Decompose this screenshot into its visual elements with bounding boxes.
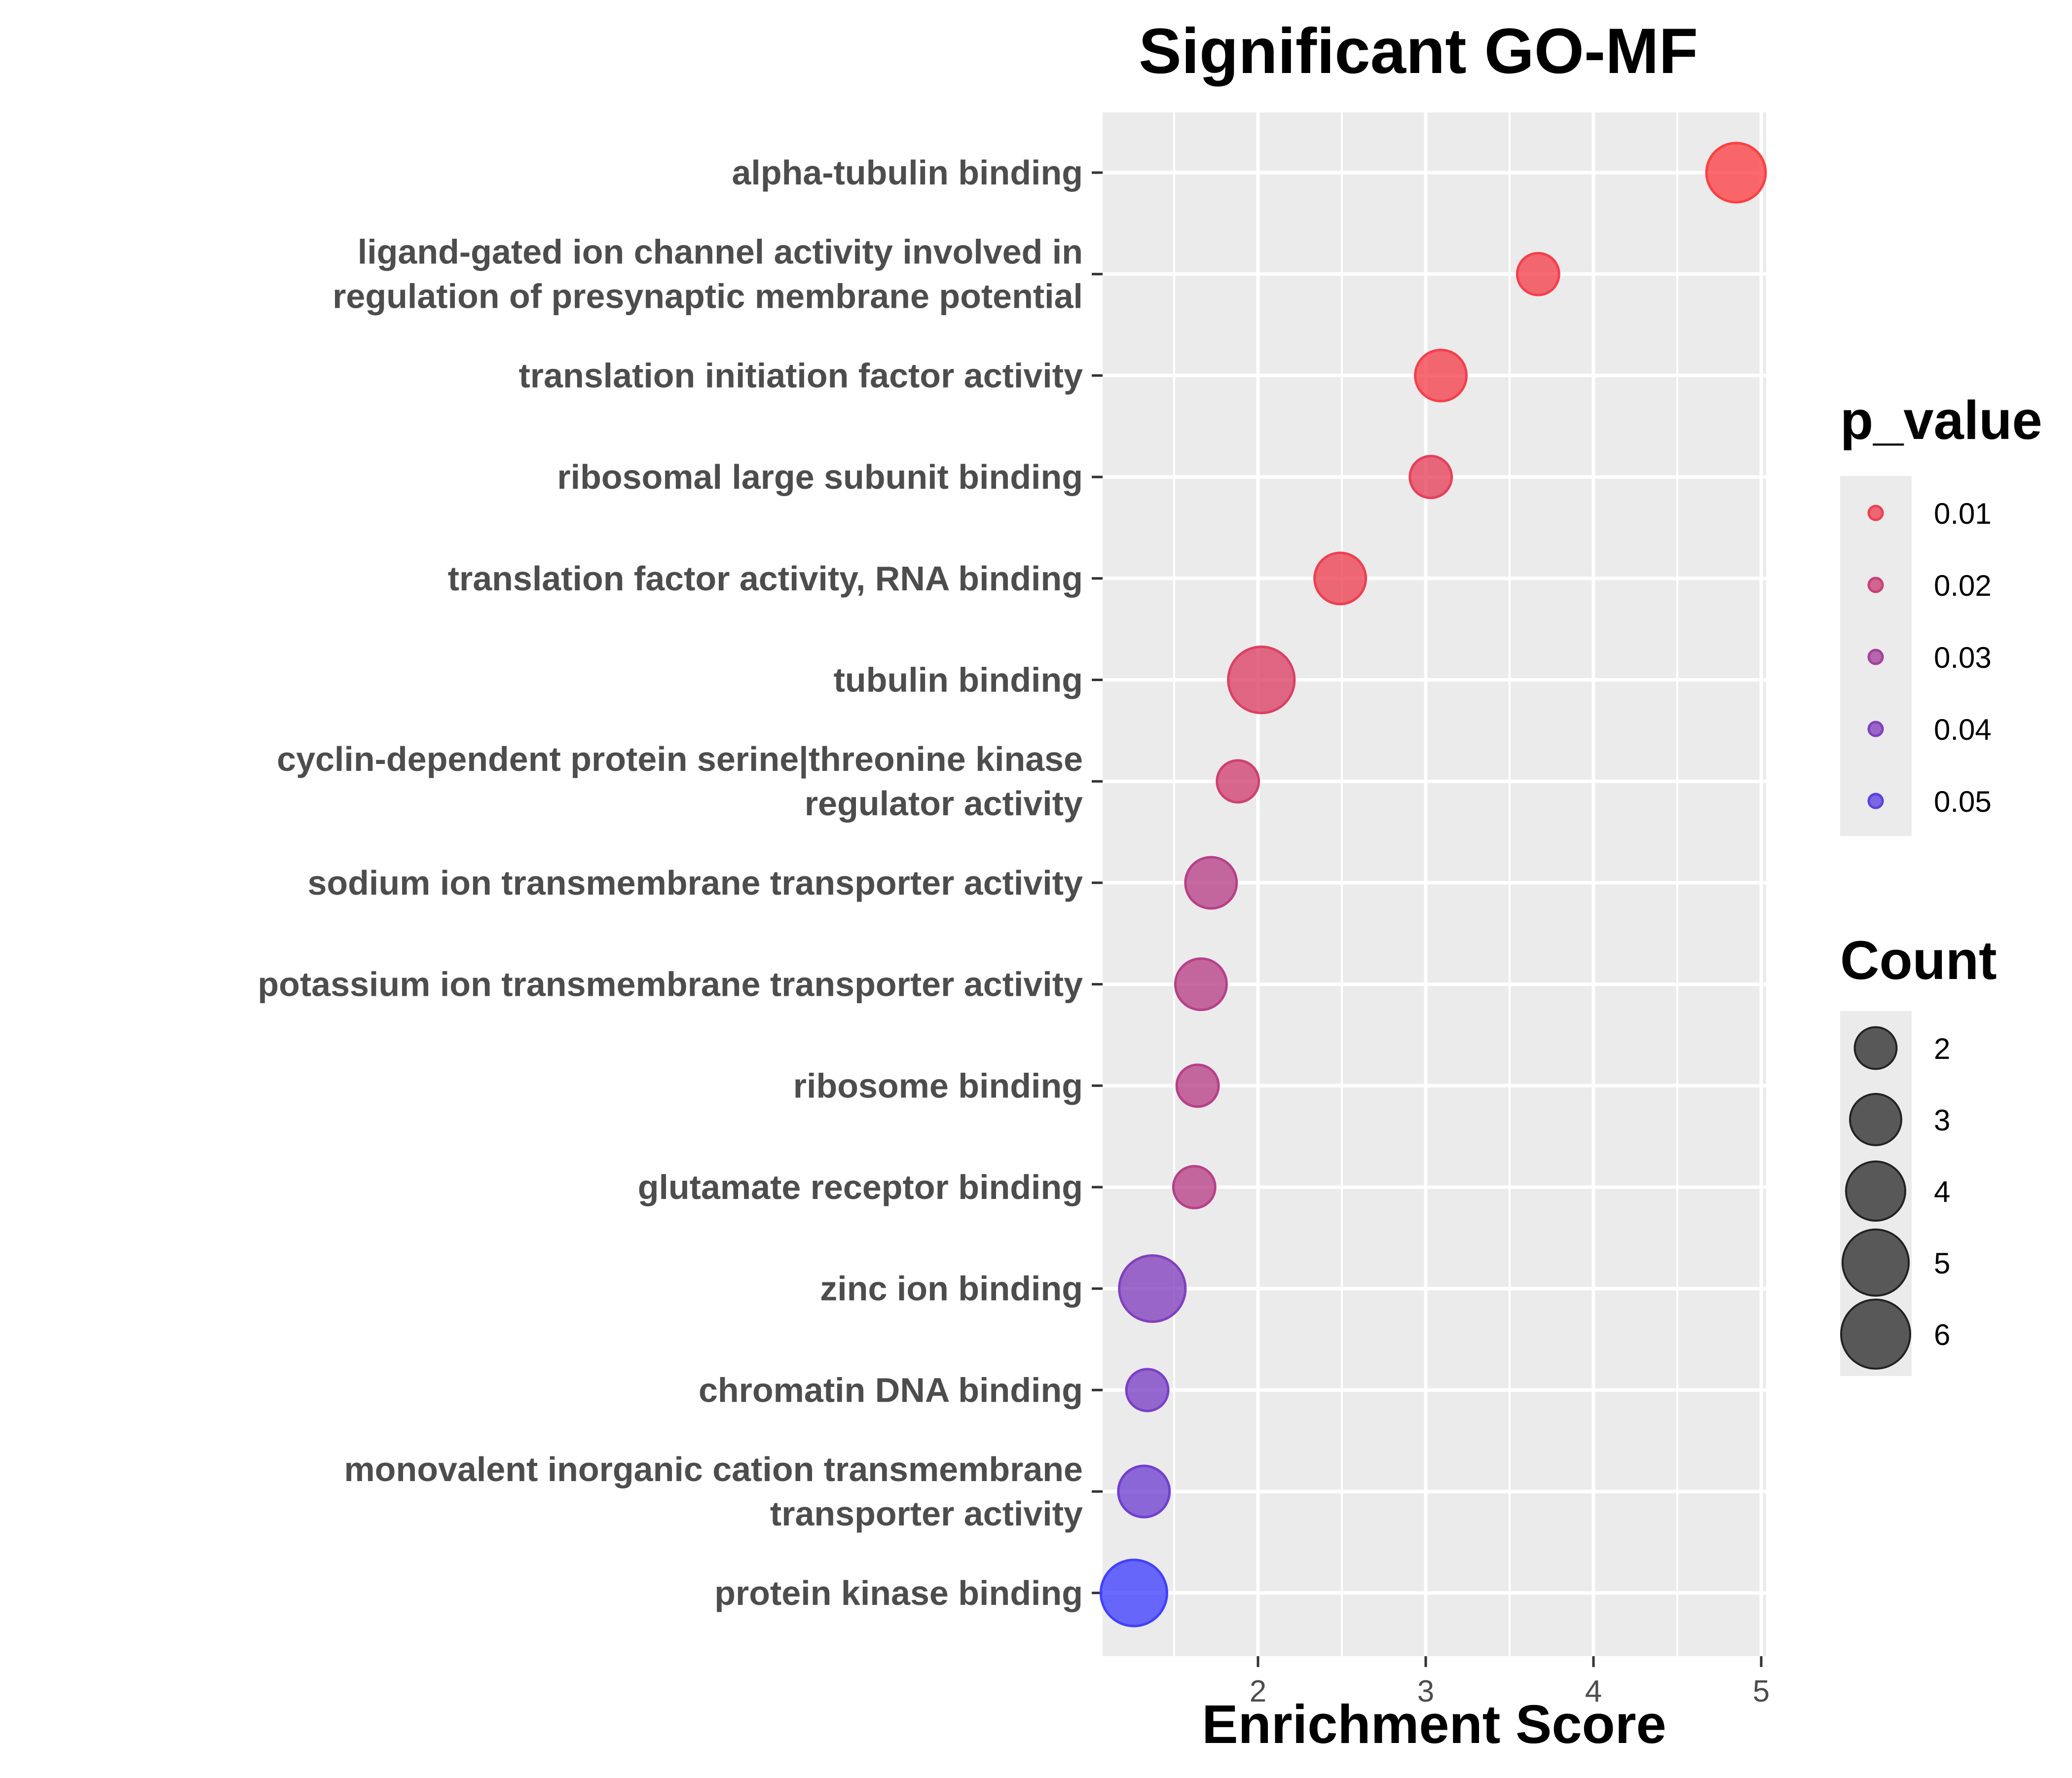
x-axis-label: Enrichment Score xyxy=(1202,1694,1666,1755)
y-tick-label-line: ribosome binding xyxy=(793,1066,1083,1105)
y-tick-label-line: glutamate receptor binding xyxy=(638,1168,1083,1206)
data-point xyxy=(1414,348,1468,402)
data-point xyxy=(1117,1464,1171,1519)
y-tick-label-line: chromatin DNA binding xyxy=(699,1371,1083,1409)
y-tick-label: potassium ion transmembrane transporter … xyxy=(258,965,1083,1004)
legend-p-value-key xyxy=(1867,577,1884,593)
y-tick-label-line: translation factor activity, RNA binding xyxy=(448,559,1083,598)
legend-p-value-label: 0.02 xyxy=(1934,569,1992,602)
legend-count-key xyxy=(1840,1299,1911,1370)
legend-p-value-key xyxy=(1867,721,1884,737)
y-tick-label-line: cyclin-dependent protein serine|threonin… xyxy=(277,740,1083,779)
chart-title: Significant GO-MF xyxy=(1139,15,1698,87)
legend-p-value-label: 0.04 xyxy=(1934,713,1992,746)
y-tick-label: monovalent inorganic cation transmembran… xyxy=(344,1450,1083,1533)
y-tick-label: protein kinase binding xyxy=(714,1574,1083,1612)
y-tick-label: translation factor activity, RNA binding xyxy=(448,559,1083,598)
legend-p-value-key xyxy=(1867,649,1884,665)
y-tick-label: tubulin binding xyxy=(834,661,1083,699)
y-tick-label-line: translation initiation factor activity xyxy=(518,356,1083,395)
y-tick-label-line: alpha-tubulin binding xyxy=(732,153,1083,192)
y-tick-label: zinc ion binding xyxy=(820,1270,1083,1308)
y-tick-label: translation initiation factor activity xyxy=(518,356,1083,395)
y-tick-label-line: regulator activity xyxy=(805,784,1083,823)
y-tick-label-line: zinc ion binding xyxy=(820,1270,1083,1308)
y-tick-label: alpha-tubulin binding xyxy=(732,153,1083,192)
x-tick-label: 2 xyxy=(1250,1674,1266,1708)
data-point xyxy=(1184,856,1238,910)
y-tick-label: sodium ion transmembrane transporter act… xyxy=(307,864,1083,902)
data-point xyxy=(1408,455,1453,500)
y-tick-label: cyclin-dependent protein serine|threonin… xyxy=(277,740,1083,823)
legend-count-label: 5 xyxy=(1934,1247,1950,1280)
y-tick-label-line: sodium ion transmembrane transporter act… xyxy=(307,864,1083,902)
legend-count-label: 4 xyxy=(1934,1175,1950,1208)
y-tick-label: ribosomal large subunit binding xyxy=(557,458,1083,496)
data-point xyxy=(1174,957,1228,1012)
data-point xyxy=(1705,142,1767,204)
y-tick-label-line: potassium ion transmembrane transporter … xyxy=(258,965,1083,1004)
y-tick-label: chromatin DNA binding xyxy=(699,1371,1083,1409)
y-axis: alpha-tubulin binding ligand-gated ion ch… xyxy=(258,153,1103,1612)
legend-count-label: 2 xyxy=(1934,1032,1950,1065)
legend-p-value-label: 0.03 xyxy=(1934,641,1992,674)
y-tick-label: ribosome binding xyxy=(793,1066,1083,1105)
y-tick-label-line: protein kinase binding xyxy=(714,1574,1083,1612)
x-tick-label: 3 xyxy=(1417,1674,1434,1708)
y-tick-label: glutamate receptor binding xyxy=(638,1168,1083,1206)
legend-p-value-title: p_value xyxy=(1840,390,2042,451)
x-tick-label: 4 xyxy=(1585,1674,1602,1708)
legend-count-label: 6 xyxy=(1934,1318,1950,1351)
data-point xyxy=(1227,645,1296,715)
data-points xyxy=(1099,142,1767,1628)
legend-count-title: Count xyxy=(1840,930,1997,991)
y-tick-label-line: ligand-gated ion channel activity involv… xyxy=(358,233,1083,271)
y-tick-label-line: transporter activity xyxy=(770,1494,1083,1533)
data-point xyxy=(1118,1254,1187,1323)
legend-p-value-label: 0.05 xyxy=(1934,785,1992,818)
data-point xyxy=(1099,1559,1168,1628)
data-point xyxy=(1216,759,1260,804)
y-tick-label-line: regulation of presynaptic membrane poten… xyxy=(333,277,1083,316)
legend-p-value-key xyxy=(1867,505,1884,521)
data-point xyxy=(1175,1063,1220,1108)
y-tick-label-line: monovalent inorganic cation transmembran… xyxy=(344,1450,1083,1488)
y-tick-label-line: ribosomal large subunit binding xyxy=(557,458,1083,496)
data-point xyxy=(1516,252,1560,296)
legend-p-value: p_value 0.01 0.02 0.03 0.04 0.05 xyxy=(1840,390,2042,836)
legend-count-key xyxy=(1841,1228,1910,1297)
y-tick-label: ligand-gated ion channel activity involv… xyxy=(333,233,1083,316)
legend-count-key xyxy=(1845,1161,1906,1222)
y-tick-label-line: tubulin binding xyxy=(834,661,1083,699)
legend-count-key xyxy=(1849,1093,1902,1146)
legend-count: Count 2 3 4 5 6 xyxy=(1840,930,1997,1376)
x-axis: 2 3 4 5 xyxy=(1250,1656,1770,1708)
x-tick-label: 5 xyxy=(1753,1674,1770,1708)
data-point xyxy=(1125,1368,1170,1413)
legend-count-label: 3 xyxy=(1934,1104,1950,1137)
data-point xyxy=(1313,551,1368,606)
legend-p-value-key xyxy=(1867,793,1884,809)
data-point xyxy=(1172,1165,1217,1209)
legend-count-key xyxy=(1853,1026,1898,1070)
legend-p-value-label: 0.01 xyxy=(1934,497,1992,530)
